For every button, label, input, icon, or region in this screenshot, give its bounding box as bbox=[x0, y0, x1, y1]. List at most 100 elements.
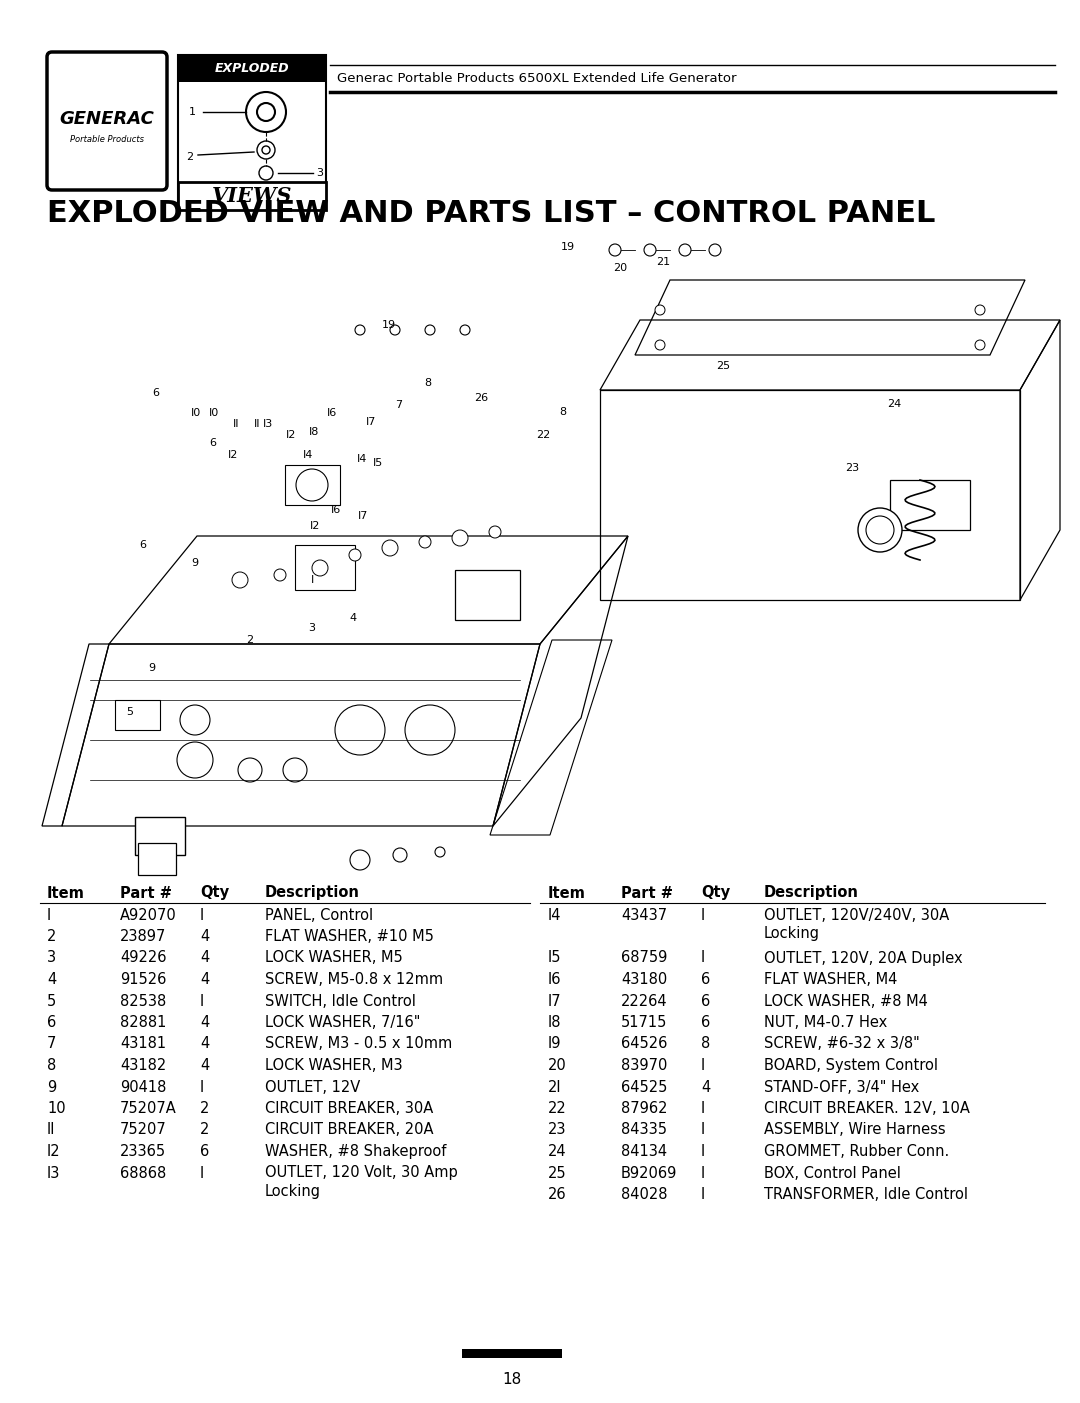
Text: VIEWS: VIEWS bbox=[212, 187, 293, 206]
Text: 75207A: 75207A bbox=[120, 1101, 177, 1115]
Text: 4: 4 bbox=[200, 950, 210, 965]
Text: Item: Item bbox=[548, 885, 585, 901]
Text: 82881: 82881 bbox=[120, 1014, 166, 1030]
Text: I3: I3 bbox=[48, 1166, 60, 1180]
Text: 9: 9 bbox=[48, 1079, 56, 1094]
Text: Description: Description bbox=[764, 885, 859, 901]
Text: SCREW, M3 - 0.5 x 10mm: SCREW, M3 - 0.5 x 10mm bbox=[265, 1037, 453, 1051]
Text: 84134: 84134 bbox=[621, 1143, 667, 1159]
Text: 6: 6 bbox=[152, 389, 160, 398]
Circle shape bbox=[262, 146, 270, 154]
Text: 26: 26 bbox=[548, 1187, 567, 1202]
Text: EXPLODED: EXPLODED bbox=[215, 62, 289, 74]
Text: 68868: 68868 bbox=[120, 1166, 166, 1180]
Text: Qty: Qty bbox=[701, 885, 730, 901]
Text: I5: I5 bbox=[548, 950, 562, 965]
Text: I3: I3 bbox=[262, 419, 273, 429]
Text: 1: 1 bbox=[189, 107, 195, 116]
Text: 91526: 91526 bbox=[120, 972, 166, 986]
Text: SCREW, M5-0.8 x 12mm: SCREW, M5-0.8 x 12mm bbox=[265, 972, 443, 986]
Bar bbox=[178, 55, 326, 81]
Text: 6: 6 bbox=[210, 438, 216, 448]
Text: 2: 2 bbox=[200, 1101, 210, 1115]
Text: 49226: 49226 bbox=[120, 950, 166, 965]
Text: TRANSFORMER, Idle Control: TRANSFORMER, Idle Control bbox=[764, 1187, 968, 1202]
Circle shape bbox=[609, 244, 621, 255]
Bar bbox=[135, 817, 185, 854]
Text: I4: I4 bbox=[302, 450, 313, 460]
Text: CIRCUIT BREAKER, 20A: CIRCUIT BREAKER, 20A bbox=[265, 1122, 433, 1138]
Bar bbox=[285, 464, 340, 505]
Text: GROMMET, Rubber Conn.: GROMMET, Rubber Conn. bbox=[764, 1143, 949, 1159]
Text: FLAT WASHER, #10 M5: FLAT WASHER, #10 M5 bbox=[265, 929, 434, 944]
Text: Item: Item bbox=[48, 885, 85, 901]
Text: 23: 23 bbox=[845, 463, 859, 473]
Text: 51715: 51715 bbox=[621, 1014, 667, 1030]
Circle shape bbox=[390, 325, 400, 335]
Text: I: I bbox=[701, 1058, 705, 1073]
Text: I5: I5 bbox=[373, 457, 383, 469]
Text: I2: I2 bbox=[228, 450, 239, 460]
Circle shape bbox=[349, 549, 361, 561]
Circle shape bbox=[180, 704, 210, 735]
Text: 4: 4 bbox=[350, 613, 356, 623]
Text: I2: I2 bbox=[286, 429, 296, 441]
Text: 20: 20 bbox=[548, 1058, 567, 1073]
Text: 6: 6 bbox=[701, 993, 711, 1009]
Text: 90418: 90418 bbox=[120, 1079, 166, 1094]
Circle shape bbox=[489, 526, 501, 537]
Text: Part #: Part # bbox=[120, 885, 172, 901]
Text: SCREW, #6-32 x 3/8": SCREW, #6-32 x 3/8" bbox=[764, 1037, 920, 1051]
Circle shape bbox=[177, 742, 213, 779]
Text: I: I bbox=[701, 1101, 705, 1115]
Text: Portable Products: Portable Products bbox=[70, 136, 144, 145]
Text: FLAT WASHER, M4: FLAT WASHER, M4 bbox=[764, 972, 897, 986]
Text: STAND-OFF, 3/4" Hex: STAND-OFF, 3/4" Hex bbox=[764, 1079, 919, 1094]
Text: 4: 4 bbox=[48, 972, 56, 986]
Text: 23: 23 bbox=[548, 1122, 567, 1138]
Text: 23897: 23897 bbox=[120, 929, 166, 944]
Circle shape bbox=[866, 516, 894, 544]
Circle shape bbox=[238, 758, 262, 781]
Circle shape bbox=[644, 244, 656, 255]
Text: B92069: B92069 bbox=[621, 1166, 677, 1180]
Text: 25: 25 bbox=[716, 361, 730, 370]
Text: 4: 4 bbox=[200, 1014, 210, 1030]
Circle shape bbox=[382, 540, 399, 556]
Bar bbox=[178, 182, 326, 210]
Text: 6: 6 bbox=[48, 1014, 56, 1030]
Text: Part #: Part # bbox=[621, 885, 673, 901]
Text: 22: 22 bbox=[548, 1101, 567, 1115]
Text: I: I bbox=[701, 1166, 705, 1180]
Text: I7: I7 bbox=[548, 993, 562, 1009]
Text: 23365: 23365 bbox=[120, 1143, 166, 1159]
Circle shape bbox=[393, 847, 407, 861]
Text: 22: 22 bbox=[536, 429, 550, 441]
Text: I2: I2 bbox=[48, 1143, 60, 1159]
Text: 4: 4 bbox=[200, 1037, 210, 1051]
Text: 43437: 43437 bbox=[621, 908, 667, 923]
Text: GENERAC: GENERAC bbox=[59, 109, 154, 128]
Text: BOARD, System Control: BOARD, System Control bbox=[764, 1058, 939, 1073]
Text: 43181: 43181 bbox=[120, 1037, 166, 1051]
Text: I6: I6 bbox=[330, 505, 341, 515]
Text: I: I bbox=[200, 1079, 204, 1094]
Text: Qty: Qty bbox=[200, 885, 229, 901]
Circle shape bbox=[654, 340, 665, 349]
Text: 4: 4 bbox=[701, 1079, 711, 1094]
Circle shape bbox=[296, 469, 328, 501]
Text: LOCK WASHER, M5: LOCK WASHER, M5 bbox=[265, 950, 403, 965]
Circle shape bbox=[350, 850, 370, 870]
Text: CIRCUIT BREAKER, 30A: CIRCUIT BREAKER, 30A bbox=[265, 1101, 433, 1115]
Text: I9: I9 bbox=[548, 1037, 562, 1051]
Text: 8: 8 bbox=[424, 377, 432, 389]
Text: 8: 8 bbox=[48, 1058, 56, 1073]
Text: 43180: 43180 bbox=[621, 972, 667, 986]
Text: EXPLODED VIEW AND PARTS LIST – CONTROL PANEL: EXPLODED VIEW AND PARTS LIST – CONTROL P… bbox=[48, 198, 935, 227]
Text: A92070: A92070 bbox=[120, 908, 177, 923]
Text: 64526: 64526 bbox=[621, 1037, 667, 1051]
Text: 25: 25 bbox=[548, 1166, 567, 1180]
Text: 4: 4 bbox=[200, 1058, 210, 1073]
Text: I4: I4 bbox=[548, 908, 562, 923]
Text: 5: 5 bbox=[48, 993, 56, 1009]
